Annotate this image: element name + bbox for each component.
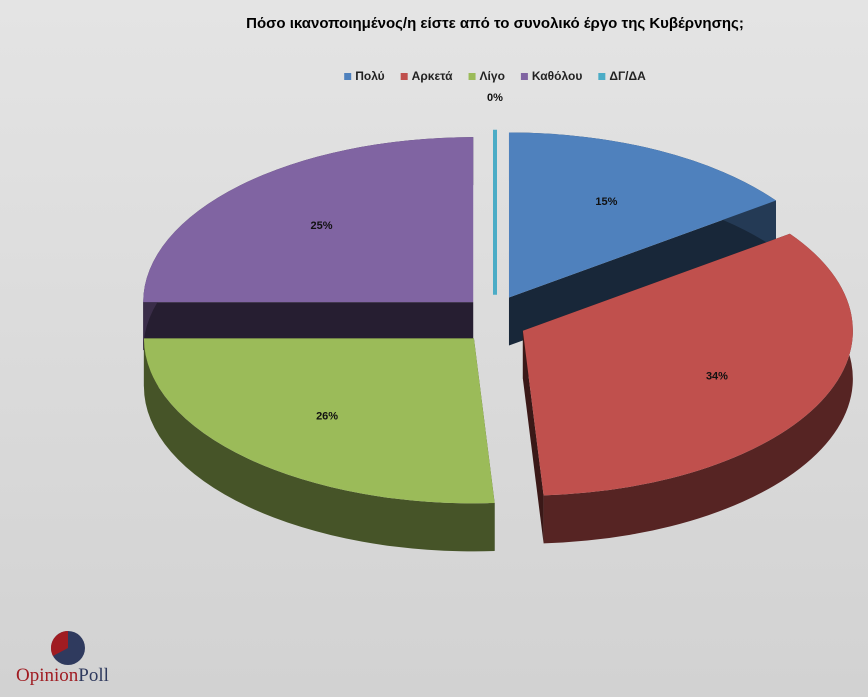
legend-label: Λίγο	[480, 69, 505, 83]
legend-label: Πολύ	[355, 69, 384, 83]
legend-swatch	[468, 73, 476, 80]
logo-wedge	[51, 631, 68, 656]
slice	[522, 233, 853, 496]
slice-side	[508, 200, 776, 346]
slice	[143, 137, 474, 303]
data-label: 0%	[487, 92, 503, 104]
pie	[143, 129, 853, 552]
slice-side	[143, 338, 495, 552]
legend: Πολύ Αρκετά Λίγο Καθόλου ΔΓ/ΔΑ	[344, 69, 646, 83]
logo-text-1: Opinion	[16, 665, 79, 686]
logo-text-2: Poll	[78, 665, 109, 686]
legend-swatch	[400, 73, 408, 80]
slice	[143, 338, 495, 504]
slice-side	[522, 330, 544, 544]
data-label: 25%	[311, 220, 333, 232]
legend-label: ΔΓ/ΔΑ	[609, 69, 646, 83]
legend-swatch	[344, 73, 352, 80]
slice-side	[543, 233, 853, 544]
legend-swatch	[598, 73, 606, 80]
logo-text: OpinionPoll	[16, 665, 109, 686]
chart-title: Πόσο ικανοποιημένος/η είστε από το συνολ…	[246, 15, 744, 32]
data-label: 15%	[595, 196, 617, 208]
legend-label: Καθόλου	[532, 69, 582, 83]
data-label: 34%	[706, 370, 728, 382]
legend-swatch	[520, 73, 528, 80]
slice-side	[143, 302, 474, 351]
logo: OpinionPoll	[16, 631, 109, 686]
data-label: 26%	[316, 410, 338, 422]
legend-label: Αρκετά	[412, 69, 453, 83]
slice	[508, 132, 776, 298]
